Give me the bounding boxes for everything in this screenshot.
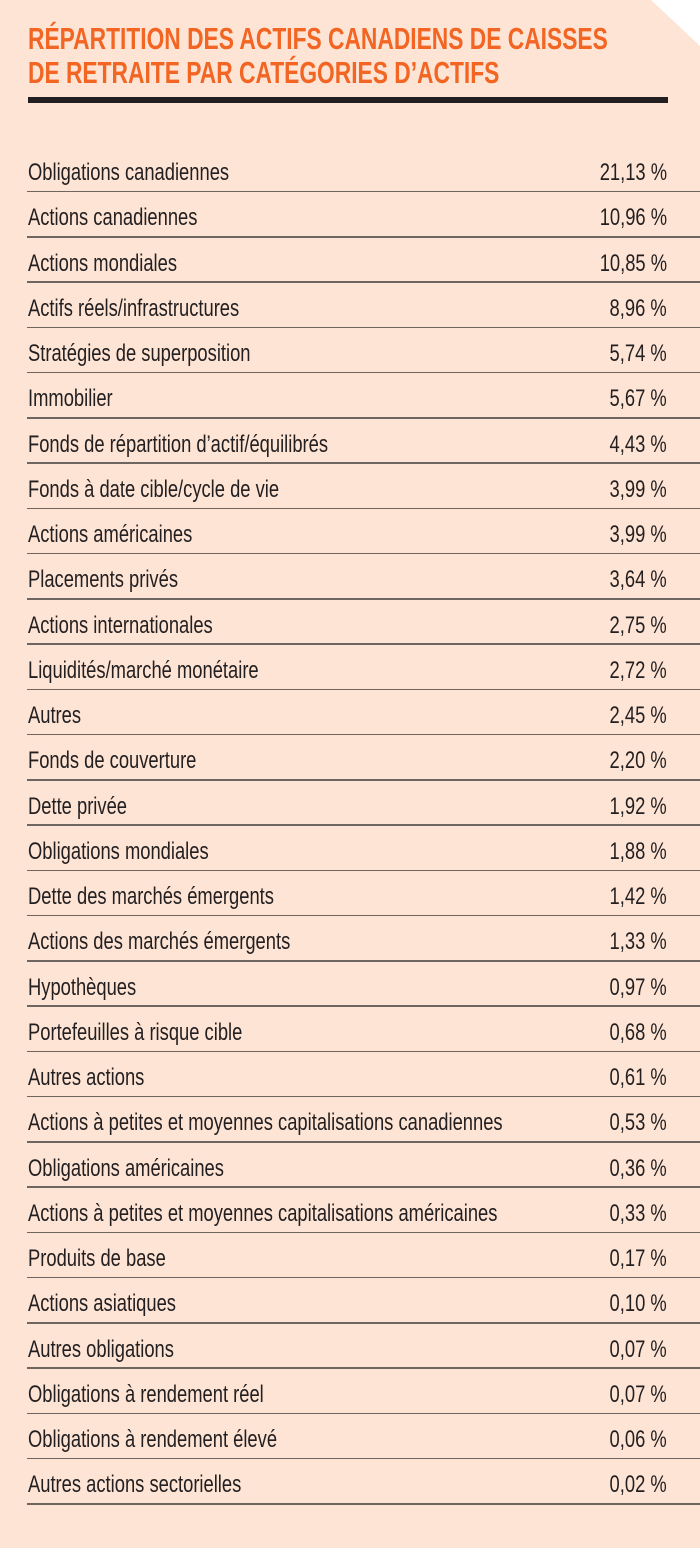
row-value: 0,61 % [609,1064,667,1091]
row-label: Placements privés [28,566,178,594]
row-label: Obligations mondiales [28,837,209,865]
row-label: Dette privée [28,792,127,820]
row-label: Immobilier [28,385,113,413]
table-row: Actions américaines 3,99 % [0,509,700,555]
table-row: Actions asiatiques 0,10 % [0,1278,700,1324]
row-value: 0,06 % [609,1426,667,1453]
title-line-1: RÉPARTITION DES ACTIFS CANADIENS DE CAIS… [28,21,608,56]
row-value: 3,99 % [609,475,667,503]
row-label: Autres [28,702,82,729]
table-row: Autres 2,45 % [0,690,700,736]
row-label: Actions canadiennes [28,204,198,232]
row-label: Portefeuilles à risque cible [28,1018,243,1046]
row-label: Fonds de répartition d’actif/équilibrés [28,430,329,458]
row-value: 2,45 % [609,702,667,729]
row-label: Actions mondiales [28,249,177,277]
table-row: Actions des marchés émergents 1,33 % [0,916,700,962]
table-row: Actions à petites et moyennes capitalisa… [0,1097,700,1143]
table-row: Actifs réels/infrastructures 8,96 % [0,283,700,329]
row-value: 1,42 % [609,883,667,910]
row-label: Actions à petites et moyennes capitalisa… [28,1109,503,1137]
row-value: 3,64 % [609,566,667,594]
table-row: Immobilier 5,67 % [0,373,700,419]
row-label: Obligations à rendement élevé [28,1426,278,1453]
table-row: Obligations américaines 0,36 % [0,1143,700,1189]
row-value: 0,07 % [609,1335,667,1363]
table-row: Autres actions 0,61 % [0,1052,700,1098]
table-row: Produits de base 0,17 % [0,1233,700,1279]
table-row: Hypothèques 0,97 % [0,962,700,1008]
row-label: Actions à petites et moyennes capitalisa… [28,1199,498,1227]
row-value: 1,92 % [609,792,667,820]
row-value: 5,74 % [609,340,667,367]
row-label: Fonds de couverture [28,747,197,775]
table-row: Dette des marchés émergents 1,42 % [0,871,700,917]
table-row: Portefeuilles à risque cible 0,68 % [0,1007,700,1053]
row-label: Autres actions [28,1064,145,1091]
table-row: Autres obligations 0,07 % [0,1324,700,1370]
row-value: 10,85 % [599,249,667,277]
row-label: Actions asiatiques [28,1290,176,1318]
row-label: Actifs réels/infrastructures [28,294,240,322]
table-row: Placements privés 3,64 % [0,554,700,600]
table-row: Dette privée 1,92 % [0,781,700,827]
table-row: Actions canadiennes 10,96 % [0,192,700,238]
table-row: Liquidités/marché monétaire 2,72 % [0,645,700,691]
table-row: Fonds de couverture 2,20 % [0,735,700,781]
row-label: Actions internationales [28,611,213,639]
row-label: Actions des marchés émergents [28,928,291,956]
row-value: 21,13 % [599,159,667,186]
row-label: Dette des marchés émergents [28,883,274,910]
row-value: 2,75 % [609,611,667,639]
row-value: 1,33 % [609,928,667,956]
title-divider [28,97,668,103]
row-label: Obligations canadiennes [28,159,230,186]
row-label: Actions américaines [28,521,193,548]
row-label: Autres obligations [28,1335,174,1363]
row-value: 0,07 % [609,1380,667,1408]
table-row: Obligations canadiennes 21,13 % [0,147,700,193]
table-row: Actions à petites et moyennes capitalisa… [0,1188,700,1234]
table-row: Obligations à rendement réel 0,07 % [0,1369,700,1415]
row-label: Fonds à date cible/cycle de vie [28,475,280,503]
row-label: Obligations à rendement réel [28,1380,264,1408]
row-value: 3,99 % [609,521,667,548]
row-value: 0,36 % [609,1154,667,1182]
table-row: Stratégies de superposition 5,74 % [0,328,700,374]
row-label: Stratégies de superposition [28,340,251,367]
row-label: Liquidités/marché monétaire [28,656,259,684]
row-label: Obligations américaines [28,1154,224,1182]
row-value: 0,17 % [609,1245,667,1272]
table-row: Fonds de répartition d’actif/équilibrés 4… [0,419,700,465]
row-value: 4,43 % [609,430,667,458]
row-label: Produits de base [28,1245,166,1272]
row-value: 0,53 % [609,1109,667,1137]
table-row: Obligations mondiales 1,88 % [0,826,700,872]
allocation-table: Obligations canadiennes 21,13 % Actions c… [0,147,700,1505]
table-row: Fonds à date cible/cycle de vie 3,99 % [0,464,700,510]
table-row: Actions internationales 2,75 % [0,600,700,646]
table-row: Autres actions sectorielles 0,02 % [0,1459,700,1505]
row-value: 0,10 % [609,1290,667,1318]
row-label: Autres actions sectorielles [28,1471,242,1499]
row-value: 0,02 % [609,1471,667,1499]
row-value: 1,88 % [609,837,667,865]
row-value: 0,33 % [609,1199,667,1227]
title-line-2: DE RETRAITE PAR CATÉGORIES D’ACTIFS [28,55,500,90]
row-value: 10,96 % [599,204,667,232]
table-row: Obligations à rendement élevé 0,06 % [0,1414,700,1460]
row-value: 2,20 % [609,747,667,775]
row-value: 0,68 % [609,1018,667,1046]
table-row: Actions mondiales 10,85 % [0,238,700,284]
row-value: 2,72 % [609,656,667,684]
row-value: 0,97 % [609,973,667,1001]
row-value: 8,96 % [609,294,667,322]
row-label: Hypothèques [28,973,137,1001]
page-title: RÉPARTITION DES ACTIFS CANADIENS DE CAIS… [28,22,690,90]
row-value: 5,67 % [609,385,667,413]
